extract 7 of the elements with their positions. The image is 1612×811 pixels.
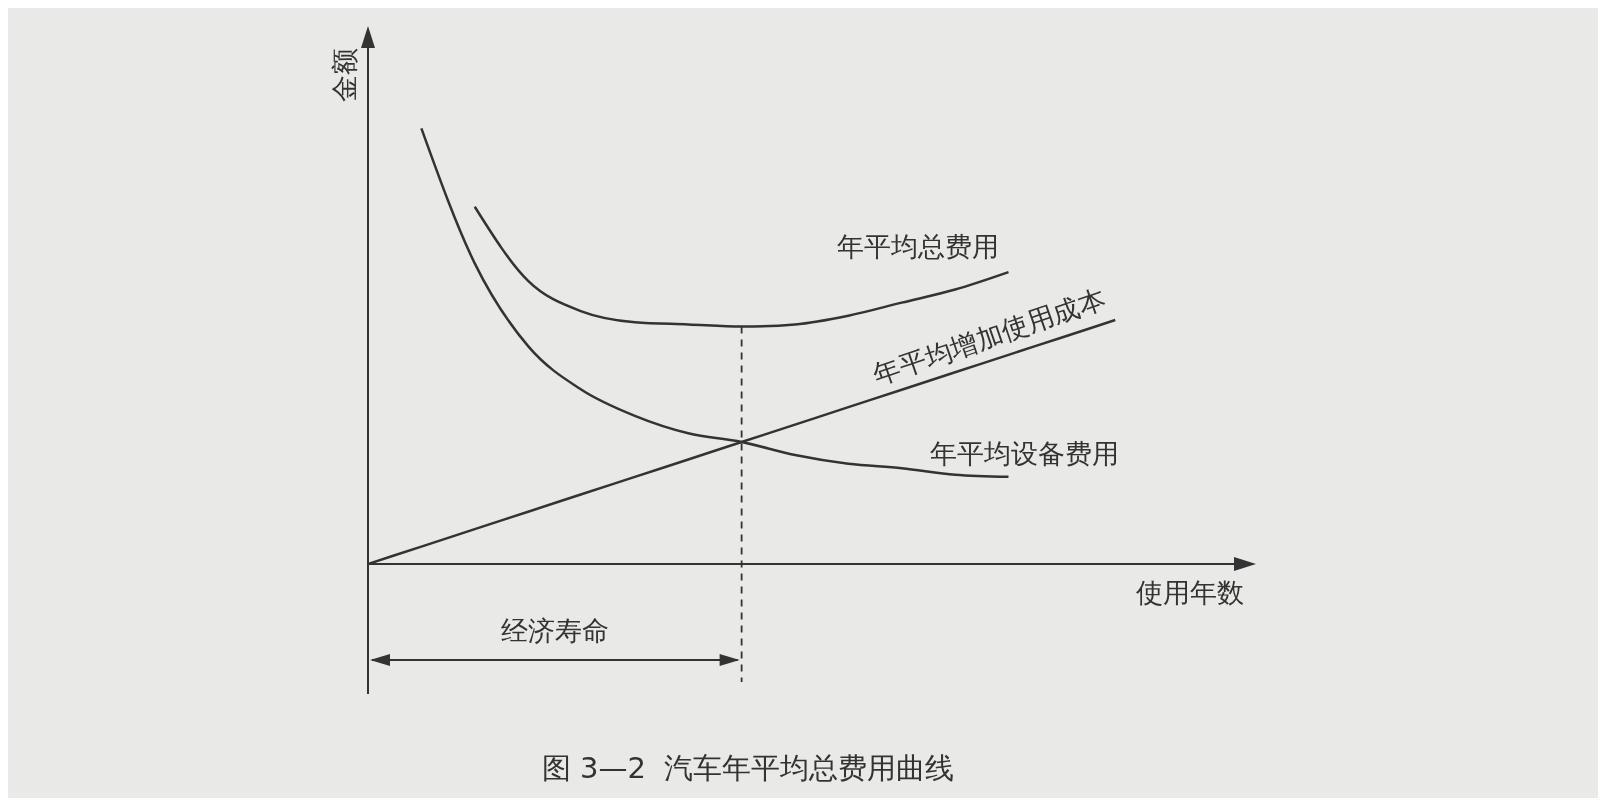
text: 图 3—2 汽车年平均总费用曲线 [541, 751, 955, 785]
text: 经济寿命 [500, 615, 609, 646]
series-label: 年平均总费用 [836, 231, 999, 263]
y-axis-title: 金额 [329, 48, 360, 102]
text: 年平均增加使用成本 [869, 282, 1110, 391]
series-label: 年平均设备费用 [929, 437, 1119, 469]
x-axis-title: 使用年数 [1136, 577, 1244, 608]
